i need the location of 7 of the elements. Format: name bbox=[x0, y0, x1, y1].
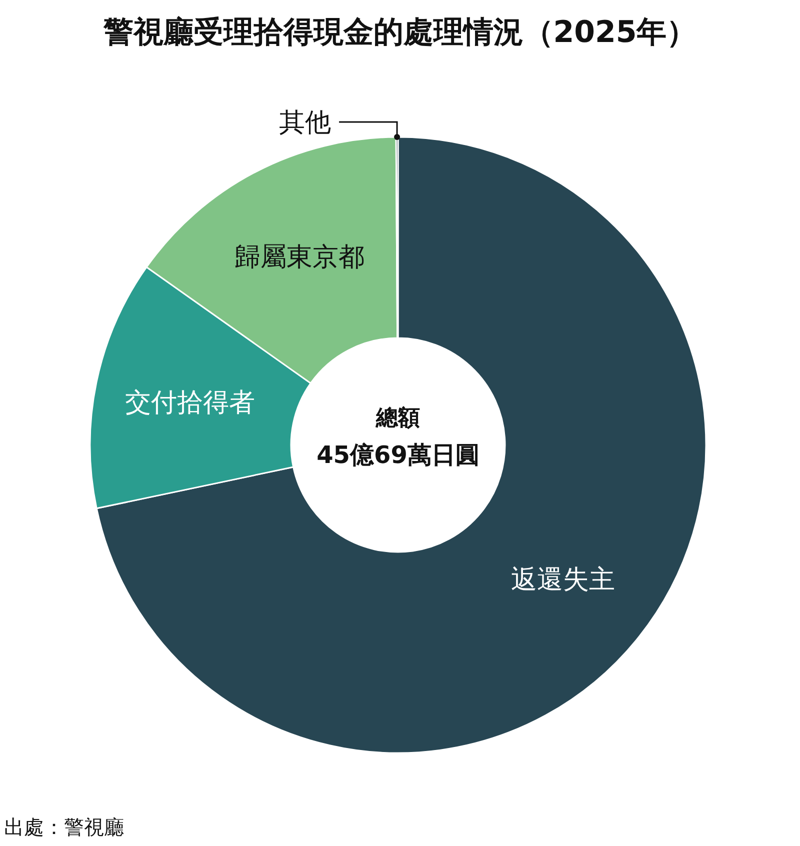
slice-label: 返還失主 bbox=[511, 564, 616, 595]
slice-label: 其他 bbox=[279, 108, 332, 138]
slice-label: 交付拾得者 bbox=[124, 388, 255, 418]
text: 出處：警視廳 bbox=[4, 815, 124, 839]
chart-title: 警視廳受理拾得現金的處理情況（2025年） bbox=[102, 15, 697, 50]
text: 總額 45億69萬日圓 bbox=[316, 406, 480, 469]
slice-label: 歸屬東京都 bbox=[234, 242, 365, 273]
